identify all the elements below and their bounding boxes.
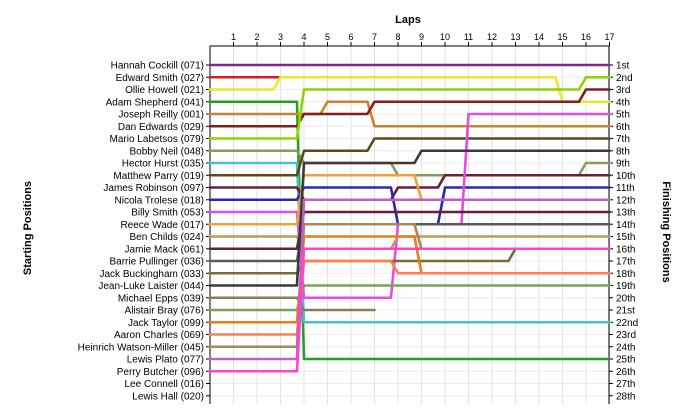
starting-position-label: Hector Hurst (035): [122, 159, 204, 170]
left-axis-title: Starting Positions: [22, 180, 34, 276]
starting-position-label: Jack Buckingham (033): [100, 269, 205, 280]
series-line: [208, 284, 611, 312]
starting-position-label: James Robinson (097): [103, 183, 204, 194]
lap-tick-label: 4: [301, 32, 306, 42]
starting-position-label: Billy Smith (053): [131, 208, 204, 219]
starting-position-label: Dan Edwards (029): [118, 122, 204, 133]
series-line: [208, 235, 611, 251]
series-line: [208, 137, 611, 177]
starting-position-label: Nicola Trolese (018): [115, 195, 204, 206]
finishing-position-label: 25th: [616, 355, 635, 366]
lap-tick-label: 11: [464, 32, 473, 42]
finishing-position-label: 17th: [616, 257, 635, 268]
finishing-position-label: 24th: [616, 342, 635, 353]
starting-position-label: Joseph Reilly (001): [118, 110, 204, 121]
lap-tick-label: 16: [581, 32, 591, 42]
lap-tick-label: 1: [231, 32, 236, 42]
starting-position-label: Jamie Mack (061): [125, 244, 204, 255]
starting-position-label: Lewis Plato (077): [127, 355, 204, 366]
starting-position-label: Mario Labetsos (079): [110, 134, 205, 145]
series-line: [208, 259, 611, 336]
starting-position-label: Edward Smith (027): [116, 73, 204, 84]
starting-position-label: Ollie Howell (021): [125, 85, 204, 96]
finishing-position-label: 22nd: [616, 318, 638, 329]
lap-tick-label: 17: [604, 32, 614, 42]
finishing-position-label: 14th: [616, 220, 635, 231]
finishing-position-label: 23rd: [616, 330, 636, 341]
lap-tick-label: 12: [487, 32, 497, 42]
series-line: [208, 247, 611, 373]
starting-position-label: Matthew Parry (019): [113, 171, 204, 182]
lap-tick-label: 7: [372, 32, 377, 42]
finishing-position-label: 5th: [616, 110, 630, 121]
starting-position-label: Jean-Luke Laister (044): [98, 281, 204, 292]
finishing-position-label: 28th: [616, 391, 635, 402]
finishing-position-label: 16th: [616, 244, 635, 255]
series-line: [208, 100, 611, 361]
finishing-position-label: 3rd: [616, 85, 630, 96]
finishing-position-label: 19th: [616, 281, 635, 292]
starting-position-label: Lee Connell (016): [125, 379, 205, 390]
starting-position-label: Reece Wade (017): [120, 220, 204, 231]
finishing-position-label: 21st: [616, 306, 635, 317]
lap-tick-label: 3: [278, 32, 283, 42]
finishing-position-label: 7th: [616, 134, 630, 145]
series-line: [208, 296, 376, 312]
finishing-position-label: 18th: [616, 269, 635, 280]
starting-position-label: Alistair Bray (076): [125, 306, 204, 317]
right-axis-title: Finishing Positions: [660, 181, 672, 283]
lap-tick-label: 13: [510, 32, 520, 42]
lap-tick-label: 9: [419, 32, 424, 42]
lap-tick-label: 8: [395, 32, 400, 42]
finishing-position-label: 27th: [616, 379, 635, 390]
finishing-position-label: 9th: [616, 159, 630, 170]
finishing-position-label: 8th: [616, 146, 630, 157]
finishing-position-label: 26th: [616, 367, 635, 378]
series-line: [208, 173, 611, 202]
starting-position-label: Jack Taylor (099): [128, 318, 204, 329]
finishing-position-label: 4th: [616, 97, 630, 108]
finishing-position-label: 20th: [616, 293, 635, 304]
series-line: [208, 198, 611, 361]
lap-tick-label: 10: [440, 32, 450, 42]
starting-position-label: Ben Childs (024): [130, 232, 204, 243]
finishing-position-label: 6th: [616, 122, 630, 133]
series-line: [208, 88, 611, 128]
finishing-position-label: 12th: [616, 195, 635, 206]
series-line: [208, 75, 611, 140]
starting-position-label: Barrie Pullinger (036): [110, 257, 205, 268]
series-line: [208, 161, 611, 324]
x-axis-title: Laps: [395, 14, 421, 26]
starting-position-label: Hannah Cockill (071): [111, 61, 204, 72]
starting-position-label: Heinrich Watson-Miller (045): [78, 342, 204, 353]
finishing-position-label: 1st: [616, 61, 630, 72]
starting-position-label: Adam Shepherd (041): [106, 97, 204, 108]
lap-tick-label: 5: [325, 32, 330, 42]
starting-position-label: Lewis Hall (020): [132, 391, 204, 402]
finishing-position-label: 2nd: [616, 73, 633, 84]
lap-tick-label: 14: [534, 32, 544, 42]
starting-position-label: Perry Butcher (096): [117, 367, 204, 378]
lap-tick-label: 6: [348, 32, 353, 42]
finishing-position-label: 10th: [616, 171, 635, 182]
lap-tick-label: 2: [254, 32, 259, 42]
finishing-position-label: 15th: [616, 232, 635, 243]
finishing-position-label: 11th: [616, 183, 635, 194]
starting-position-label: Aaron Charles (069): [114, 330, 204, 341]
finishing-position-label: 13th: [616, 208, 635, 219]
series-line: [208, 149, 611, 287]
starting-position-label: Bobby Neil (048): [130, 146, 204, 157]
series-line: [208, 75, 611, 104]
series-line: [208, 100, 611, 128]
series-line: [208, 210, 611, 251]
lap-tick-label: 15: [557, 32, 567, 42]
starting-position-label: Michael Epps (039): [118, 293, 204, 304]
